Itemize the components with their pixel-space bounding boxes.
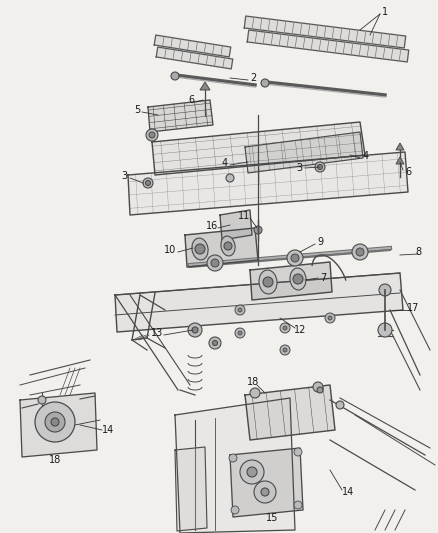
Circle shape [317,387,323,393]
Circle shape [261,79,269,87]
Circle shape [171,72,179,80]
Polygon shape [230,448,303,517]
Circle shape [235,328,245,338]
Polygon shape [245,385,335,440]
Circle shape [226,174,234,182]
Circle shape [283,348,287,352]
Circle shape [254,226,262,234]
Circle shape [294,448,302,456]
Text: 18: 18 [49,455,61,465]
Circle shape [261,488,269,496]
Polygon shape [175,398,295,533]
Ellipse shape [192,238,208,260]
Circle shape [356,248,364,256]
Circle shape [45,412,65,432]
Circle shape [192,327,198,333]
Text: 10: 10 [164,245,176,255]
Circle shape [313,382,323,392]
Polygon shape [185,228,258,267]
Polygon shape [250,262,332,300]
Circle shape [291,254,299,262]
Text: 6: 6 [405,167,411,177]
Circle shape [231,506,239,514]
Circle shape [240,460,264,484]
Circle shape [352,244,368,260]
Circle shape [145,181,151,185]
Polygon shape [220,210,252,240]
Circle shape [378,323,392,337]
Text: 4: 4 [222,158,228,168]
Circle shape [146,129,158,141]
Polygon shape [154,35,231,57]
Text: 11: 11 [238,211,250,221]
Circle shape [224,242,232,250]
Circle shape [149,132,155,138]
Circle shape [263,277,273,287]
Text: 18: 18 [247,377,259,387]
Circle shape [211,259,219,267]
Circle shape [143,178,153,188]
Text: 3: 3 [121,171,127,181]
Circle shape [293,274,303,284]
Circle shape [35,402,75,442]
Circle shape [247,467,257,477]
Polygon shape [175,447,207,531]
Ellipse shape [221,236,235,256]
Circle shape [235,305,245,315]
Circle shape [280,345,290,355]
Text: 4: 4 [363,151,369,161]
Circle shape [336,401,344,409]
Text: 14: 14 [342,487,354,497]
Text: 14: 14 [102,425,114,435]
Text: 12: 12 [294,325,306,335]
Circle shape [325,313,335,323]
Circle shape [294,501,302,509]
Text: 17: 17 [407,303,419,313]
Circle shape [379,284,391,296]
Circle shape [212,341,218,345]
Circle shape [328,316,332,320]
Circle shape [188,323,202,337]
Polygon shape [20,393,97,457]
Text: 5: 5 [134,105,140,115]
Text: 16: 16 [206,221,218,231]
Circle shape [315,162,325,172]
Polygon shape [156,47,233,69]
Polygon shape [396,157,404,164]
Text: 1: 1 [382,7,388,17]
Circle shape [250,388,260,398]
Circle shape [209,337,221,349]
Circle shape [254,481,276,503]
Text: 6: 6 [188,95,194,105]
Circle shape [238,308,242,312]
Circle shape [195,244,205,254]
Polygon shape [244,16,406,48]
Polygon shape [148,100,213,132]
Ellipse shape [259,270,277,294]
Text: 3: 3 [296,163,302,173]
Circle shape [318,165,322,169]
Text: 2: 2 [250,73,256,83]
Polygon shape [115,273,403,332]
Circle shape [283,326,287,330]
Circle shape [51,418,59,426]
Circle shape [207,255,223,271]
Text: 8: 8 [415,247,421,257]
Text: 13: 13 [151,328,163,338]
Circle shape [280,323,290,333]
Polygon shape [245,132,363,173]
Polygon shape [152,122,365,175]
Text: 15: 15 [266,513,278,523]
Polygon shape [128,152,408,215]
Polygon shape [396,143,404,150]
Polygon shape [200,82,210,90]
Circle shape [38,396,46,404]
Circle shape [287,250,303,266]
Text: 9: 9 [317,237,323,247]
Circle shape [229,454,237,462]
Text: 7: 7 [320,273,326,283]
Polygon shape [247,30,409,62]
Ellipse shape [290,268,306,290]
Circle shape [238,331,242,335]
